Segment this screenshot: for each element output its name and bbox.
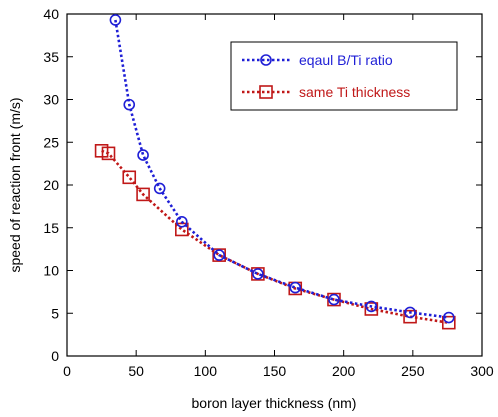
y-tick-label: 20 [43,177,59,193]
series-circle-point [442,311,455,324]
series-layer [94,14,456,330]
y-tick-label: 15 [43,220,59,236]
legend-circle-label: eqaul B/Ti ratio [299,52,393,68]
x-tick-label: 200 [332,363,356,379]
series-square-point [364,302,379,316]
series-square-point [441,315,456,330]
y-tick-label: 0 [51,348,59,364]
series-square-point [94,144,109,158]
y-axis-label: speed of reaction front (m/s) [7,97,23,272]
series-circle-point [123,98,136,111]
series-square-point [403,309,417,324]
series-circle-point [109,14,122,26]
y-tick-label: 35 [43,49,59,65]
series-circle-point [137,149,149,161]
legend-square-label: same Ti thickness [299,84,410,100]
series-circle-point [365,300,378,313]
series-square-point [212,248,226,262]
legend: eqaul B/Ti ratio same Ti thickness [230,41,458,111]
series-square-point [136,187,150,202]
x-axis-ticks: 0 50 100 150 200 250 300 [63,14,494,379]
series-circle-line [114,19,449,319]
series-square-point [327,292,341,307]
series-circle-point [328,293,340,306]
x-tick-label: 300 [470,363,494,379]
y-tick-label: 30 [43,92,59,108]
series-circle-point [404,306,416,319]
series-square [94,144,456,330]
y-tick-label: 5 [51,305,59,321]
x-axis-label: boron layer thickness (nm) [192,395,357,411]
series-square-point [251,267,265,281]
series-circle [109,14,455,324]
x-tick-label: 50 [128,363,144,379]
x-tick-label: 150 [263,363,287,379]
series-circle-point [176,215,188,228]
x-tick-label: 250 [401,363,425,379]
series-circle-point [289,281,302,294]
series-circle-point [153,182,166,195]
x-tick-label: 100 [194,363,218,379]
series-circle-point [213,249,225,261]
y-tick-label: 10 [43,263,59,279]
y-tick-label: 25 [43,134,59,150]
series-circle-point [252,268,264,280]
series-square-point [122,170,137,185]
y-axis-ticks: 0 5 10 15 20 25 30 35 40 [43,6,482,364]
legend-circle-point [260,54,272,66]
series-square-point [101,146,116,161]
legend-square-point [259,85,273,99]
x-tick-label: 0 [63,363,71,379]
y-tick-label: 40 [43,6,59,22]
